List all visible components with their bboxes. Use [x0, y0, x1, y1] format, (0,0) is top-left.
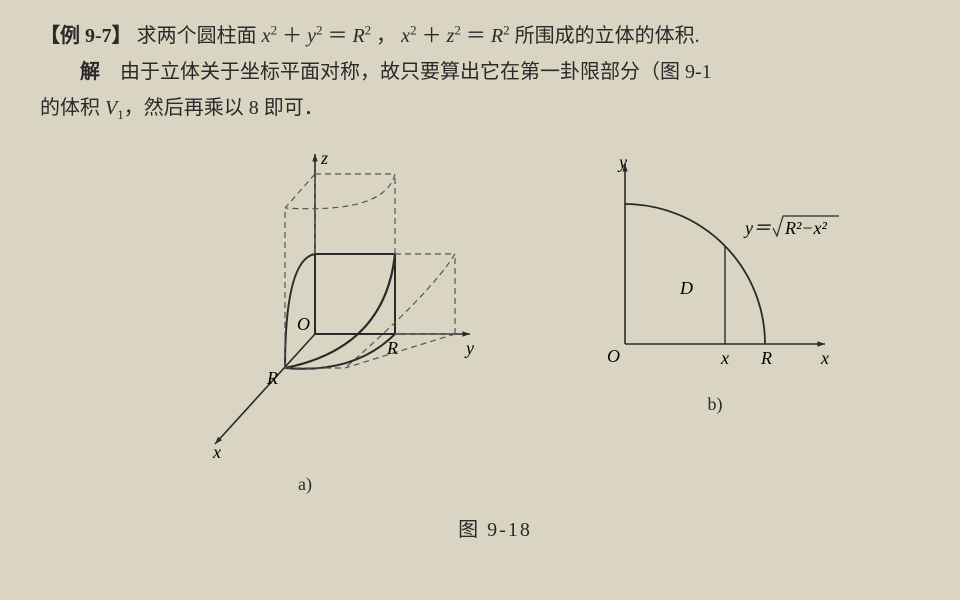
figure-b-label: b)	[565, 394, 865, 415]
eq2-R: R	[491, 25, 503, 47]
svg-text:O: O	[297, 314, 310, 334]
figure-row: z y x O R R a) O Rx x y Dy＝ R²−x² b)	[40, 144, 950, 495]
eq1-x-sq: 2	[271, 22, 278, 37]
eq1-eq: ＝	[327, 25, 347, 47]
example-label: 【例 9-7】	[40, 25, 132, 47]
figure-a: z y x O R R a)	[125, 144, 485, 495]
soln2a: 的体积	[40, 97, 105, 119]
figure-b-svg: O Rx x y Dy＝ R²−x²	[565, 144, 865, 394]
prompt-a: 求两个圆柱面	[137, 25, 262, 47]
V: V	[105, 97, 117, 119]
eq2-x-sq: 2	[410, 22, 417, 37]
svg-text:R²−x²: R²−x²	[784, 218, 828, 238]
eq1-R-sq: 2	[365, 22, 372, 37]
svg-text:R: R	[760, 348, 772, 368]
eq2-z-sq: 2	[454, 22, 461, 37]
comma1: ，	[376, 25, 396, 47]
svg-text:y: y	[617, 152, 627, 172]
soln2b: ，然后再乘以 8 即可．	[124, 97, 324, 119]
svg-text:x: x	[212, 442, 221, 462]
eq2-R-sq: 2	[503, 22, 510, 37]
plus1: ＋	[282, 25, 302, 47]
figure-caption: 图 9-18	[40, 513, 950, 542]
svg-text:O: O	[607, 346, 620, 366]
svg-text:x: x	[720, 348, 729, 368]
page: 【例 9-7】 求两个圆柱面 x2 ＋ y2 ＝ R2 ， x2 ＋ z2 ＝ …	[0, 0, 960, 552]
svg-text:x: x	[820, 348, 829, 368]
eq2-eq: ＝	[466, 25, 486, 47]
svg-text:y: y	[464, 338, 474, 358]
solution-line-2: 的体积 V1，然后再乘以 8 即可．	[40, 90, 950, 126]
figure-b: O Rx x y Dy＝ R²−x² b)	[565, 144, 865, 495]
jie-label: 解	[80, 61, 100, 83]
problem-line: 【例 9-7】 求两个圆柱面 x2 ＋ y2 ＝ R2 ， x2 ＋ z2 ＝ …	[40, 18, 950, 54]
solution-line-1: 解 由于立体关于坐标平面对称，故只要算出它在第一卦限部分（图 9-1	[40, 54, 950, 90]
eq1-R: R	[352, 25, 364, 47]
svg-text:D: D	[679, 278, 693, 298]
svg-text:R: R	[266, 368, 278, 388]
soln1: 由于立体关于坐标平面对称，故只要算出它在第一卦限部分（图 9-1	[120, 61, 712, 83]
eq1-x: x	[262, 25, 271, 47]
svg-text:z: z	[320, 148, 328, 168]
plus2: ＋	[422, 25, 442, 47]
eq1-y: y	[307, 25, 316, 47]
eq1-y-sq: 2	[316, 22, 323, 37]
figure-a-svg: z y x O R R	[125, 144, 485, 474]
eq2-x: x	[401, 25, 410, 47]
figure-a-label: a)	[125, 474, 485, 495]
prompt-b: 所围成的立体的体积.	[515, 25, 700, 47]
svg-text:R: R	[386, 338, 398, 358]
svg-text:y＝: y＝	[743, 218, 771, 238]
